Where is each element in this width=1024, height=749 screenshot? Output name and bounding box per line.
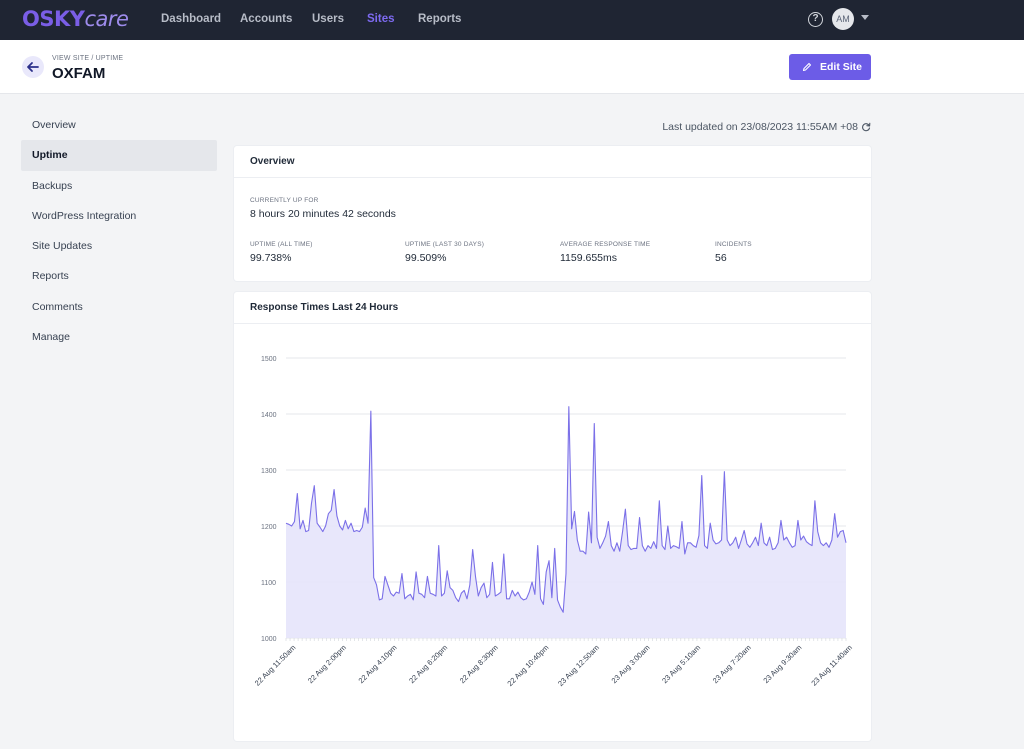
x-tick-label: 23 Aug 11:40am xyxy=(809,643,854,688)
nav-dashboard[interactable]: Dashboard xyxy=(161,13,222,25)
x-tick-label: 22 Aug 11:50am xyxy=(253,643,298,688)
pencil-icon xyxy=(802,62,812,72)
stat-value-uptime-all: 99.738% xyxy=(250,252,292,264)
x-tick-label: 23 Aug 12:50am xyxy=(556,643,601,688)
stat-label-uptime-all: UPTIME (ALL TIME) xyxy=(250,241,313,248)
y-tick-label: 1100 xyxy=(261,580,276,587)
avatar[interactable]: AM xyxy=(832,8,854,30)
last-updated-text: Last updated on 23/08/2023 11:55AM +08 xyxy=(662,121,858,133)
top-nav: OSKY care Dashboard Accounts Users Sites … xyxy=(0,0,1024,40)
stat-label-avg-response: AVERAGE RESPONSE TIME xyxy=(560,241,651,248)
back-button[interactable] xyxy=(22,56,44,78)
chart-title: Response Times Last 24 Hours xyxy=(250,302,399,313)
edit-site-label: Edit Site xyxy=(820,61,863,73)
page-header: VIEW SITE / UPTIME OXFAM Edit Site xyxy=(0,40,1024,94)
breadcrumb: VIEW SITE / UPTIME xyxy=(52,55,124,62)
sidebar-item-reports[interactable]: Reports xyxy=(32,270,69,283)
refresh-icon[interactable] xyxy=(861,122,871,132)
sidebar-item-wordpress-integration[interactable]: WordPress Integration xyxy=(32,209,137,222)
sidebar-item-backups[interactable]: Backups xyxy=(32,179,73,192)
divider xyxy=(234,323,871,324)
logo-osky: OSKY xyxy=(22,7,85,31)
x-tick-label: 23 Aug 7:20am xyxy=(711,643,753,685)
sidebar-item-site-updates[interactable]: Site Updates xyxy=(32,240,93,253)
stat-value-avg-response: 1159.655ms xyxy=(560,252,618,264)
x-tick-label: 22 Aug 8:30pm xyxy=(458,643,500,685)
sidebar-item-overview[interactable]: Overview xyxy=(32,119,76,131)
x-tick-label: 23 Aug 9:30am xyxy=(761,643,803,685)
last-updated: Last updated on 23/08/2023 11:55AM +08 xyxy=(520,121,871,133)
y-tick-label: 1200 xyxy=(261,524,277,531)
x-tick-label: 23 Aug 3:00am xyxy=(610,643,652,685)
nav-reports[interactable]: Reports xyxy=(418,13,462,25)
caret-down-icon[interactable] xyxy=(861,15,869,20)
sidebar: Overview Uptime Backups WordPress Integr… xyxy=(21,110,217,352)
series-line xyxy=(285,406,847,613)
page-title: OXFAM xyxy=(52,65,106,82)
nav-accounts[interactable]: Accounts xyxy=(240,13,293,25)
oskycare-logo[interactable]: OSKY care xyxy=(22,7,129,33)
up-value: 8 hours 20 minutes 42 seconds xyxy=(250,208,396,220)
stat-value-uptime-30: 99.509% xyxy=(405,252,447,264)
stat-label-uptime-30: UPTIME (LAST 30 DAYS) xyxy=(405,241,485,248)
y-tick-label: 1300 xyxy=(261,468,277,475)
response-times-card: Response Times Last 24 Hours 1000 1100 120… xyxy=(234,292,871,741)
y-tick-label: 1500 xyxy=(261,356,277,363)
up-label: CURRENTLY UP FOR xyxy=(250,197,319,204)
sidebar-item-comments[interactable]: Comments xyxy=(32,300,83,313)
x-tick-label: 22 Aug 6:20pm xyxy=(407,643,449,685)
logo-care: care xyxy=(84,7,129,31)
divider xyxy=(234,177,871,178)
nav-users[interactable]: Users xyxy=(312,13,344,25)
overview-title: Overview xyxy=(250,156,295,167)
edit-site-button[interactable]: Edit Site xyxy=(789,54,871,80)
x-tick-label: 22 Aug 4:10pm xyxy=(357,643,399,685)
series-area xyxy=(286,406,846,638)
sidebar-item-uptime[interactable]: Uptime xyxy=(21,140,217,171)
stat-label-incidents: INCIDENTS xyxy=(715,241,752,248)
overview-card: Overview CURRENTLY UP FOR 8 hours 20 min… xyxy=(234,146,871,281)
nav-sites[interactable]: Sites xyxy=(367,13,395,25)
x-tick-label: 22 Aug 10:40pm xyxy=(505,643,550,688)
help-icon[interactable]: ? xyxy=(808,12,823,27)
x-tick-label: 23 Aug 5:10am xyxy=(660,643,702,685)
arrow-left-icon xyxy=(27,62,39,72)
stat-value-incidents: 56 xyxy=(715,252,727,264)
y-tick-label: 1400 xyxy=(261,412,277,419)
sidebar-item-manage[interactable]: Manage xyxy=(32,331,70,344)
y-tick-label: 1000 xyxy=(261,636,277,643)
x-tick-label: 22 Aug 2:00pm xyxy=(306,643,348,685)
